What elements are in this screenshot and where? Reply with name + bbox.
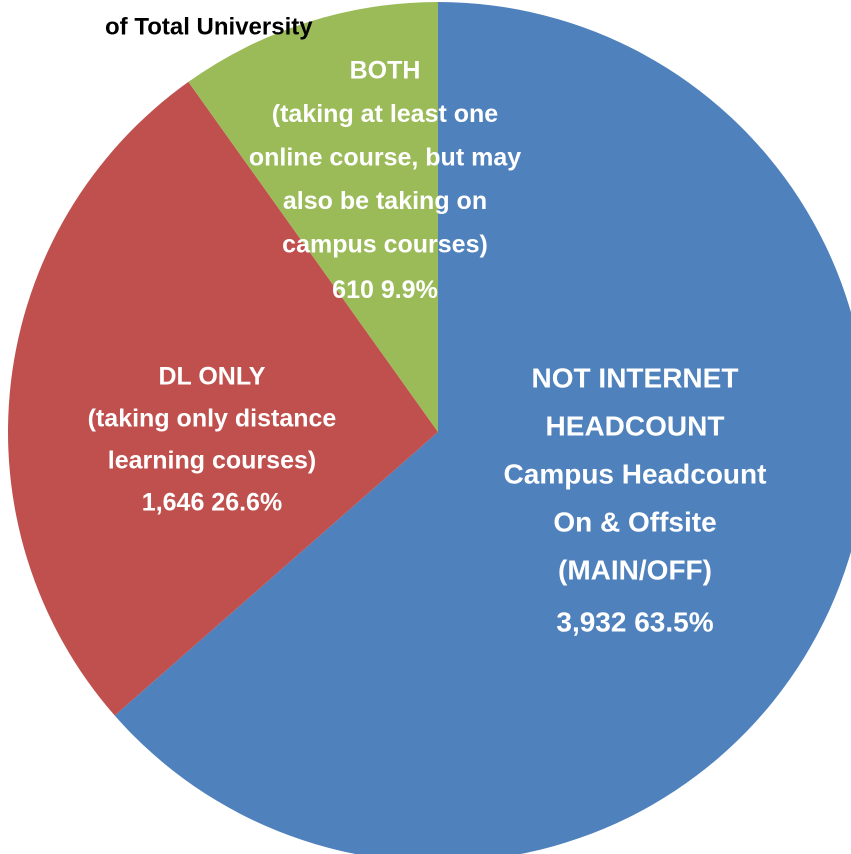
slice-label: BOTH — [350, 57, 421, 85]
slices — [7, 2, 851, 854]
slice-label: learning courses) — [108, 447, 316, 475]
value-label: 610 9.9% — [332, 276, 438, 304]
slice-label: Campus Headcount — [504, 458, 767, 489]
slice-label: DL ONLY — [159, 363, 266, 391]
slice-label: HEADCOUNT — [546, 410, 725, 441]
value-label: 3,932 63.5% — [556, 606, 713, 637]
slice-label: (taking only distance — [88, 405, 337, 433]
slice-label: also be taking on — [283, 187, 487, 215]
pie-slice — [188, 2, 438, 432]
slice-label: campus courses) — [282, 231, 488, 259]
pie-slice — [7, 81, 438, 716]
value-label: 1,646 26.6% — [142, 489, 282, 517]
slice-label: (taking at least one — [272, 100, 499, 128]
slice-label: On & Offsite — [553, 506, 716, 537]
slice-label: online course, but may — [249, 144, 521, 172]
labels: NOT INTERNET HEADCOUNT Campus Headcount On … — [88, 57, 767, 638]
slice-label: NOT INTERNET — [532, 362, 739, 393]
slice-label: (MAIN/OFF) — [558, 554, 712, 585]
pie-slice — [114, 2, 851, 854]
chart-title: of Total University — [105, 13, 313, 40]
